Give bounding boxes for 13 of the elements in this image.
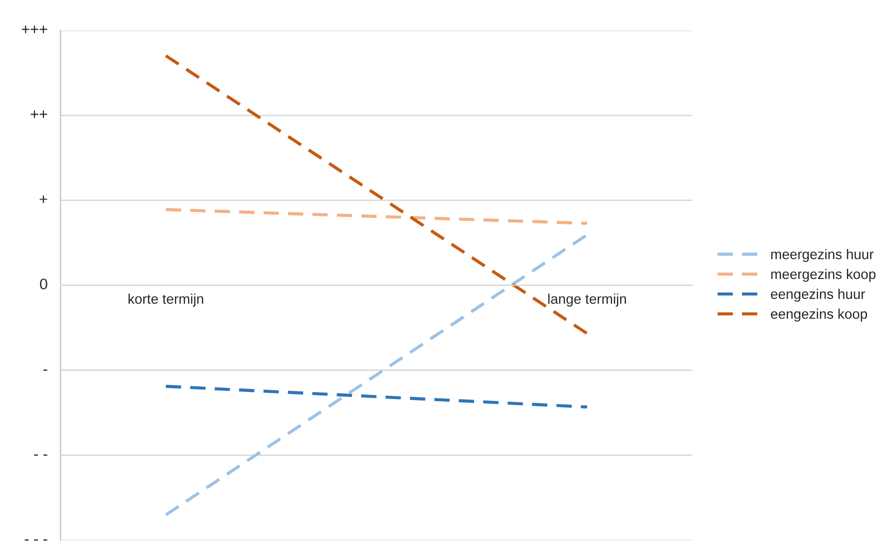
x-tick-label: korte termijn — [128, 294, 204, 307]
text: - - — [34, 454, 48, 456]
text: - — [43, 370, 48, 371]
legend-label: meergezins huur — [771, 249, 874, 262]
legend-label: eengezins koop — [770, 308, 868, 322]
legend-label: meergezins koop — [771, 268, 876, 282]
x-tick-label: lange termijn — [548, 294, 626, 307]
text: ++ — [30, 110, 48, 118]
text: - - - — [24, 539, 48, 541]
text: +++ — [22, 26, 48, 34]
text: 0 — [40, 278, 48, 290]
legend-label: eengezins huur — [770, 288, 866, 302]
text: + — [40, 195, 48, 203]
